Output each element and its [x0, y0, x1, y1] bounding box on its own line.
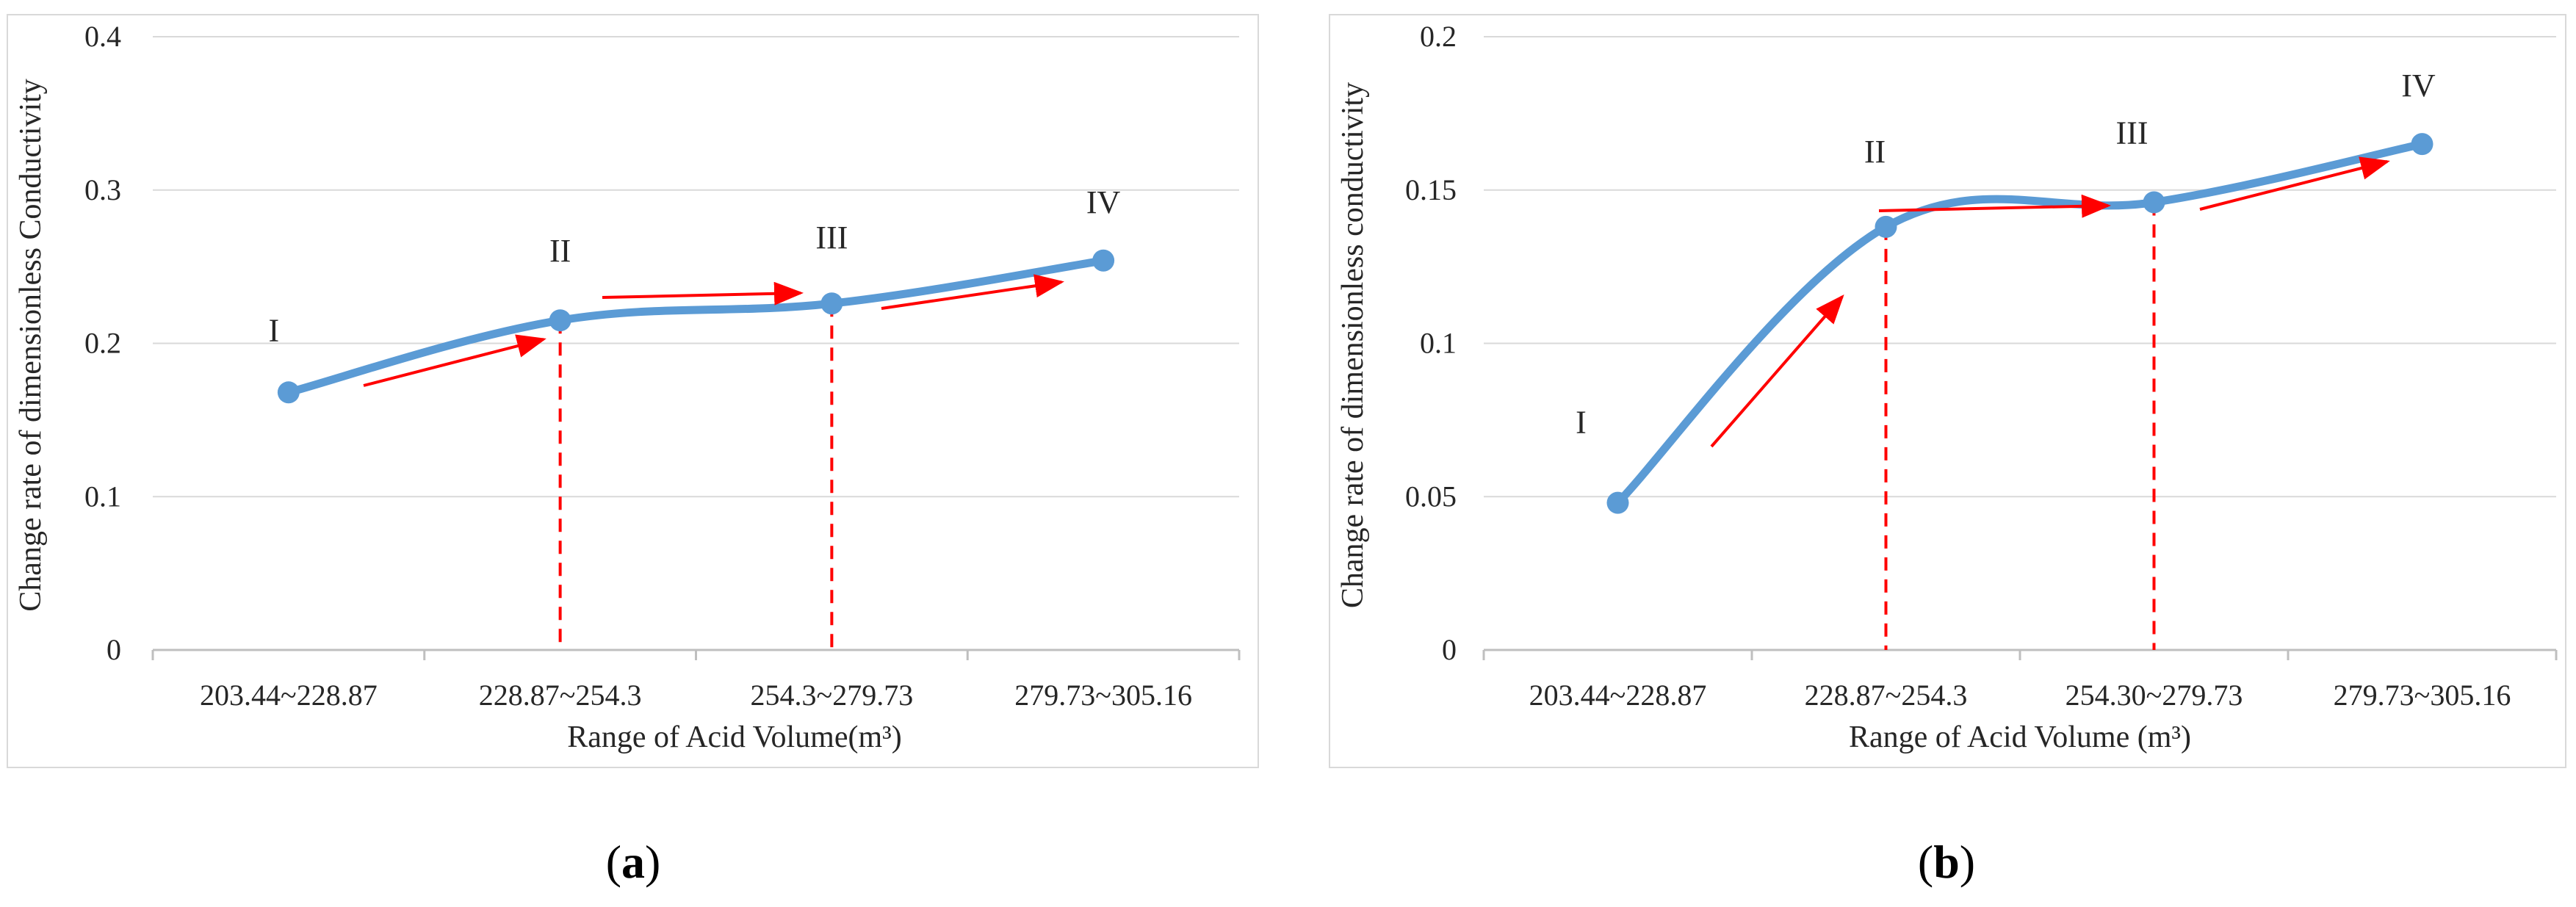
- chart-b-stage-label: I: [1576, 405, 1587, 441]
- chart-b-plot-frame: [1329, 14, 2566, 768]
- chart-a-y-tick-label: 0.2: [84, 327, 121, 360]
- chart-a-arrows: [363, 274, 1064, 387]
- chart-a-points: [277, 249, 1115, 404]
- chart-a-stage-label: II: [549, 233, 571, 269]
- chart-b-data-point: [2143, 191, 2165, 214]
- chart-b-y-tick-label: 0.15: [1405, 173, 1457, 206]
- chart-a-trend-arrow: [363, 334, 546, 387]
- chart-b-arrows: [1710, 156, 2390, 448]
- chart-b-data-point: [2411, 133, 2434, 156]
- chart-b-panel-label: (b): [1918, 836, 1975, 888]
- chart-b-trend-arrow: [2199, 156, 2390, 211]
- chart-a-y-tick-label: 0.3: [84, 173, 121, 206]
- chart-b-category-label: 203.44~228.87: [1529, 679, 1707, 712]
- chart-b-y-tick-label: 0: [1442, 633, 1457, 666]
- chart-b-x-axis-label: Range of Acid Volume (m³): [1849, 720, 2191, 754]
- chart-b-y-tick-labels: 0 0.05 0.1 0.15 0.2: [1405, 20, 1457, 666]
- chart-b-gridlines: [1484, 36, 2556, 498]
- chart-b-series-line: [1614, 140, 2426, 507]
- chart-a-data-point: [277, 381, 300, 404]
- chart-a-plot-frame: [7, 14, 1259, 768]
- chart-a-y-tick-label: 0: [107, 633, 121, 666]
- chart-b-y-tick-label: 0.05: [1405, 480, 1457, 513]
- chart-a-y-tick-label: 0.1: [84, 480, 121, 513]
- chart-b-stage-label: III: [2116, 115, 2149, 151]
- chart-a-stage-label: III: [815, 220, 848, 256]
- chart-a-category-label: 254.3~279.73: [751, 679, 914, 712]
- chart-b-category-label: 228.87~254.3: [1805, 679, 1968, 712]
- chart-b-data-point: [1606, 491, 1629, 514]
- chart-a-dashed-lines: [558, 303, 834, 650]
- chart-a-data-point: [1092, 249, 1115, 272]
- chart-b-x-ticks: [1482, 650, 2558, 660]
- chart-a: 00.10.20.30.4 203.44~228.87 228.87~254.3 2…: [7, 14, 1259, 888]
- chart-a-data-point: [549, 309, 571, 332]
- chart-b-stage-label: II: [1864, 134, 1886, 170]
- chart-a-panel-label: (a): [606, 836, 661, 888]
- chart-b-category-label: 254.30~279.73: [2066, 679, 2243, 712]
- chart-b-y-axis-label: Change rate of dimensionless conductivit…: [1336, 82, 1370, 608]
- chart-b-y-tick-label: 0.1: [1420, 327, 1457, 360]
- chart-a-category-label: 279.73~305.16: [1014, 679, 1192, 712]
- chart-a-x-axis-label: Range of Acid Volume(m³): [567, 720, 901, 754]
- chart-a-y-tick-label: 0.4: [84, 20, 121, 53]
- chart-a-gridlines: [153, 36, 1239, 498]
- chart-a-stage-label: I: [269, 312, 280, 348]
- chart-a-y-tick-labels: 0 0.1 0.2 0.3 0.4: [84, 20, 121, 666]
- chart-a-data-point: [820, 292, 843, 315]
- chart-a-stage-label: IV: [1086, 184, 1121, 220]
- chart-b-trend-arrow: [1710, 294, 1844, 448]
- chart-b-data-point: [1875, 215, 1897, 238]
- chart-a-y-axis-label: Change rate of dimensionless Conductivit…: [14, 79, 48, 612]
- chart-b-stage-label: IV: [2401, 68, 2436, 104]
- chart-b-y-tick-label: 0.2: [1420, 20, 1457, 53]
- chart-b-trend-arrow: [1878, 194, 2111, 218]
- chart-b-dashed-lines: [1884, 202, 2156, 650]
- chart-a-trend-arrow: [881, 274, 1064, 310]
- chart-b-points: [1606, 133, 2434, 514]
- chart-a-x-ticks: [151, 650, 1241, 660]
- chart-b-category-labels: 203.44~228.87 228.87~254.3 254.30~279.73 27…: [1529, 679, 2511, 712]
- chart-a-trend-arrow: [602, 281, 804, 306]
- chart-a-category-label: 228.87~254.3: [479, 679, 642, 712]
- chart-a-series-line: [284, 256, 1108, 397]
- chart-a-category-label: 203.44~228.87: [200, 679, 378, 712]
- chart-b: 0 0.05 0.1 0.15 0.2 203.44~228.87 228.87~254.…: [1329, 14, 2566, 888]
- chart-a-category-labels: 203.44~228.87 228.87~254.3 254.3~279.73 279…: [200, 679, 1192, 712]
- chart-b-category-label: 279.73~305.16: [2334, 679, 2511, 712]
